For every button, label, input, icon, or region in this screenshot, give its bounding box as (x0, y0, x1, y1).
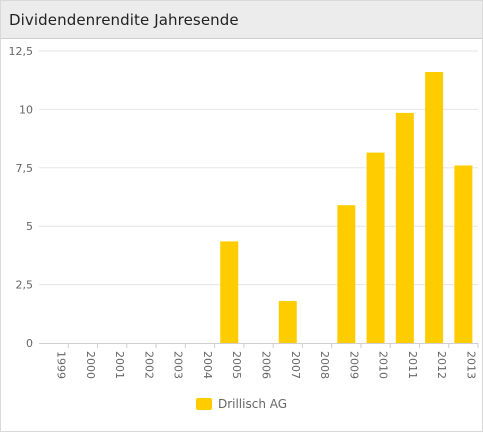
x-tick-label: 2001 (113, 351, 126, 379)
x-tick-label: 2011 (406, 351, 419, 379)
x-tick-label: 2009 (347, 351, 360, 379)
bar-2007[interactable] (278, 300, 297, 343)
chart-title: Dividendenrendite Jahresende (9, 10, 239, 29)
x-tick-label: 2006 (260, 351, 273, 379)
x-tick-label: 2013 (464, 351, 477, 379)
legend-label[interactable]: Drillisch AG (217, 397, 288, 411)
bar-2010[interactable] (366, 152, 385, 343)
y-tick-label: 2,5 (16, 279, 34, 292)
y-tick-label: 5 (26, 220, 33, 233)
bar-2012[interactable] (425, 72, 444, 344)
bars (220, 72, 473, 344)
bar-2009[interactable] (337, 205, 356, 343)
bar-chart: 0 2,5 5 7,5 10 12,5 1999 2000 2001 2002 2003 2004 2… (9, 45, 479, 379)
chart-header: Dividendenrendite Jahresende (1, 1, 482, 39)
legend[interactable]: Drillisch AG (1, 397, 482, 411)
x-tick-label: 2002 (142, 351, 155, 379)
y-axis-ticks: 0 2,5 5 7,5 10 12,5 (9, 45, 34, 350)
x-axis (39, 343, 479, 348)
x-tick-label: 2003 (172, 351, 185, 379)
y-tick-label: 0 (26, 337, 33, 350)
x-tick-label: 2008 (318, 351, 331, 379)
y-tick-label: 10 (19, 103, 33, 116)
x-tick-label: 2004 (201, 351, 214, 379)
x-axis-ticks: 1999 2000 2001 2002 2003 2004 2005 2006 2007 2008… (55, 351, 478, 379)
x-tick-label: 2000 (84, 351, 97, 379)
bar-2013[interactable] (454, 165, 473, 343)
y-tick-label: 12,5 (9, 45, 34, 58)
legend-swatch[interactable] (195, 398, 212, 410)
bar-2005[interactable] (220, 241, 239, 343)
x-tick-label: 2010 (377, 351, 390, 379)
x-tick-label: 1999 (55, 351, 68, 379)
x-tick-label: 2005 (230, 351, 243, 379)
x-tick-label: 2007 (289, 351, 302, 379)
x-tick-label: 2012 (435, 351, 448, 379)
y-tick-label: 7,5 (16, 162, 34, 175)
bar-2011[interactable] (395, 112, 414, 344)
